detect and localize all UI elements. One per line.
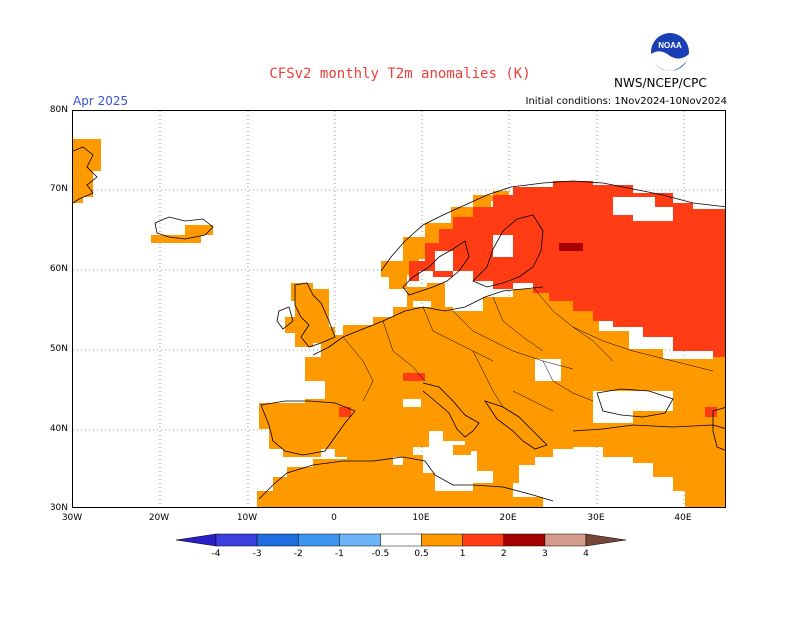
legend-value-label: 4 [583,549,589,559]
legend-swatch [339,533,381,547]
lat-label-40n: 40N [49,424,68,434]
agency-label: NWS/NCEP/CPC [614,76,707,90]
legend-value-label: 3 [542,549,548,559]
legend-value-label: -1 [334,549,344,559]
lat-label-70n: 70N [49,184,68,194]
country-borders [342,286,714,412]
lon-label-10w: 10W [236,513,258,523]
anomaly-map [72,110,726,508]
lon-label-0: 0 [331,513,337,523]
legend-value-label: 1 [459,549,466,559]
legend-swatch [215,533,258,547]
legend-swatch [297,533,340,547]
lat-label-50n: 50N [49,344,68,354]
legend-swatch [503,533,546,547]
noaa-logo-icon: NOAA [651,33,689,71]
noaa-logo-text: NOAA [658,41,682,50]
legend-value-label: 2 [500,549,507,559]
lat-label-30n: 30N [49,503,68,513]
anomaly-region-2-to-3 [559,243,583,251]
lon-label-40e: 40E [674,513,692,523]
map-canvas [73,111,725,507]
legend-value-label: -4 [211,549,221,559]
lon-label-20w: 20W [148,513,170,523]
legend-value-label: -2 [293,549,303,559]
lon-label-30e: 30E [587,513,605,523]
legend-value-label: 0.5 [414,549,429,559]
initial-conditions-label: Initial conditions: 1Nov2024-10Nov2024 [525,96,727,107]
legend-swatch [256,533,299,547]
legend-swatch-high-end [585,533,626,547]
legend-swatch [462,533,505,547]
lon-label-10e: 10E [412,513,430,523]
legend-swatch [544,533,587,547]
legend-swatch [380,533,422,547]
month-label: Apr 2025 [73,94,129,108]
legend-value-label: -0.5 [371,549,390,559]
color-legend-bar [176,533,626,547]
legend-value-label: -3 [252,549,262,559]
lat-label-80n: 80N [49,105,68,115]
legend-swatch [421,533,463,547]
anomaly-region-1-to-2 [339,181,725,417]
lon-label-20e: 20E [499,513,517,523]
chart-title: CFSv2 monthly T2m anomalies (K) [269,66,531,82]
legend-swatch-low-end [176,533,217,547]
lon-label-30w: 30W [61,513,83,523]
lat-label-60n: 60N [49,264,68,274]
